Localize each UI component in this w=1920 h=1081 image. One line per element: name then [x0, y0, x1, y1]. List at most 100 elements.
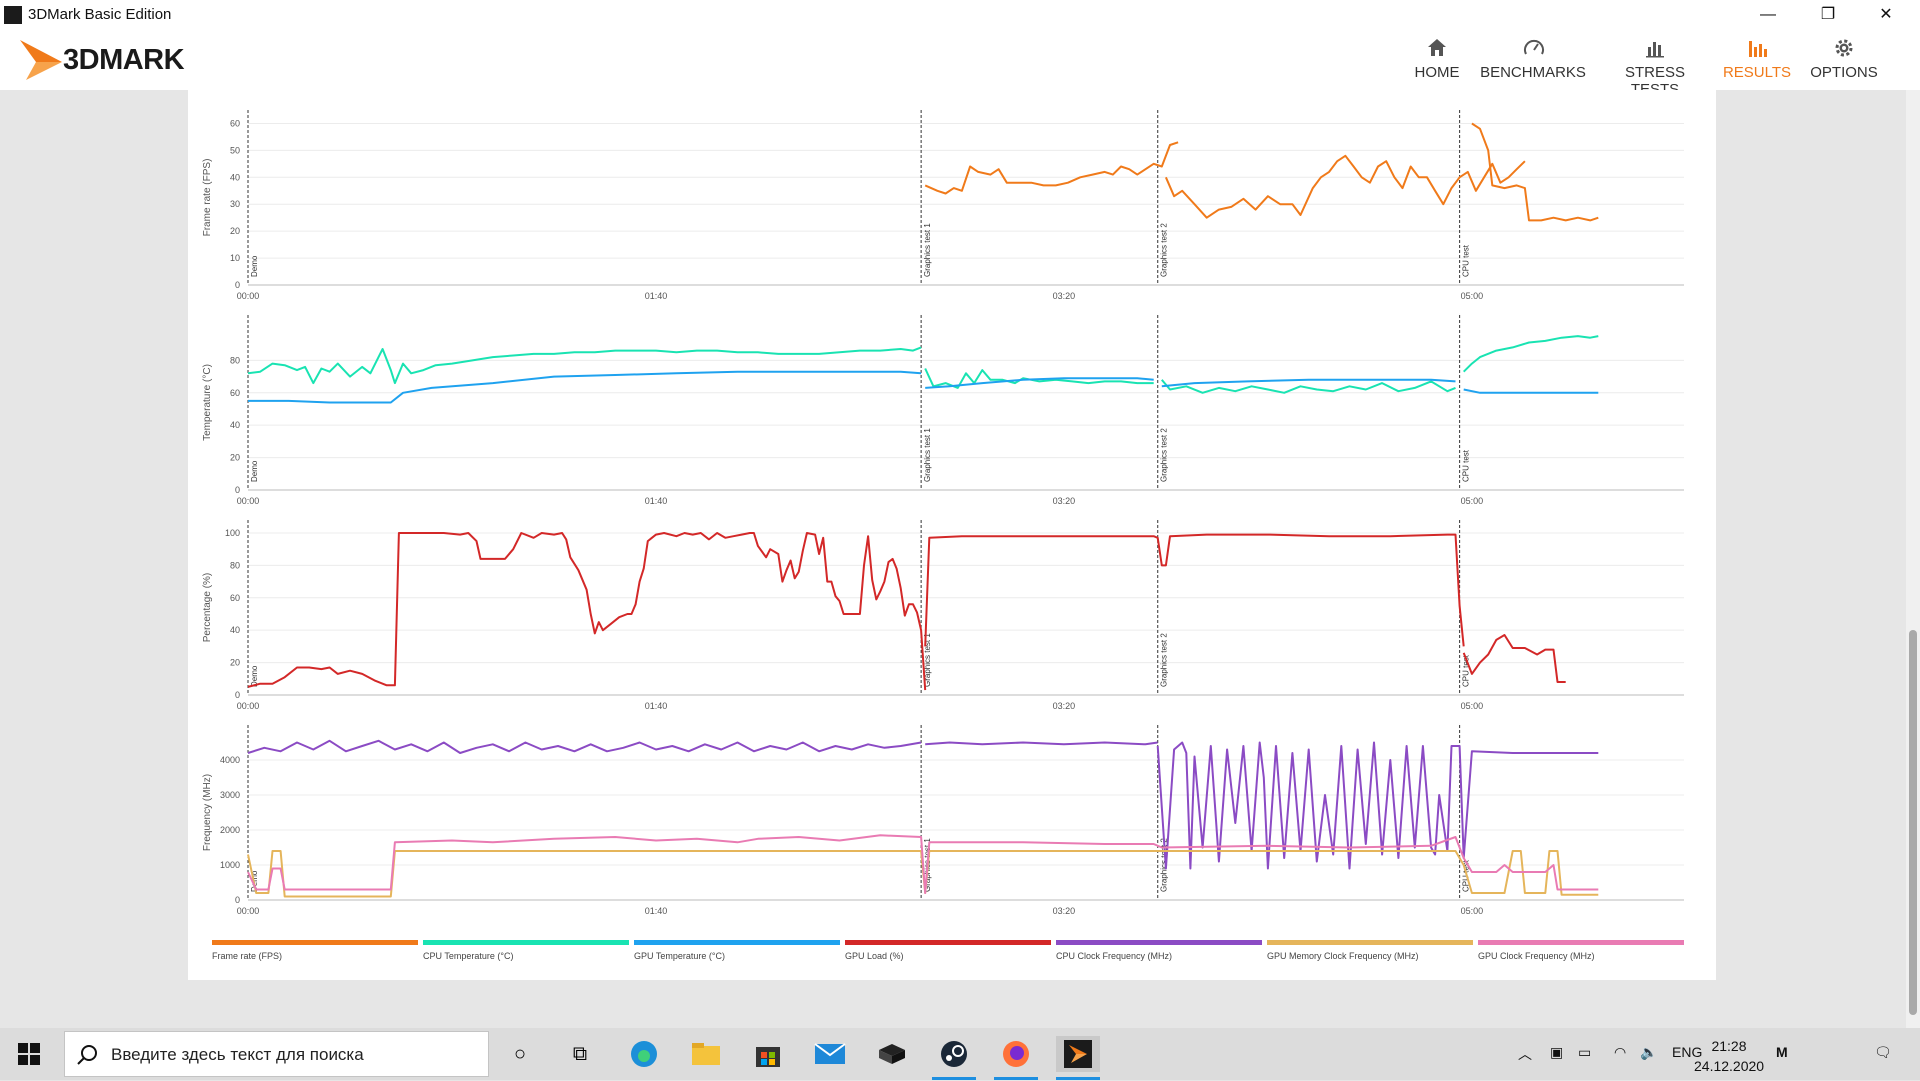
legend-label: CPU Temperature (°C) [423, 951, 514, 961]
series-line [247, 532, 927, 691]
y-tick-label: 20 [230, 453, 240, 463]
series-line [1462, 335, 1599, 373]
legend-label: CPU Clock Frequency (MHz) [1056, 951, 1173, 961]
test-marker-label: Demo [250, 460, 259, 482]
legend-swatch [1478, 940, 1684, 945]
search-placeholder: Введите здесь текст для поиска [111, 1045, 364, 1064]
meet-now-icon[interactable]: ▣ [1550, 1044, 1564, 1060]
y-tick-label: 30 [230, 199, 240, 209]
y-axis-label: Percentage (%) [202, 573, 213, 642]
series-line [1164, 154, 1526, 219]
y-tick-label: 0 [235, 485, 240, 495]
nav-results[interactable]: RESULTS [1722, 34, 1792, 86]
app-header: 3DMARK HOME BENCHMARKS STRESS TESTS RESU… [0, 30, 1920, 98]
legend-swatch [423, 940, 629, 945]
series-line [1462, 634, 1566, 683]
series-line [247, 346, 922, 385]
cortana-icon[interactable]: ○ [513, 1043, 527, 1065]
task-view-icon[interactable]: ⧉ [572, 1043, 588, 1065]
page-scrollbar[interactable] [1906, 90, 1920, 1028]
wifi-icon[interactable]: ◠ [1614, 1044, 1627, 1060]
nav-results-label: RESULTS [1722, 64, 1792, 81]
y-tick-label: 20 [230, 658, 240, 668]
store-icon[interactable] [746, 1036, 790, 1072]
x-tick-label: 05:00 [1461, 906, 1484, 916]
y-tick-label: 40 [230, 625, 240, 635]
nav-options-label: OPTIONS [1810, 64, 1878, 81]
taskbar-clock[interactable]: 21:28 24.12.2020 [1694, 1036, 1764, 1076]
windows-start-icon[interactable] [18, 1043, 40, 1065]
window-title: 3DMark Basic Edition [28, 6, 172, 23]
gear-icon [1835, 39, 1853, 57]
y-axis-label: Frame rate (FPS) [202, 159, 213, 237]
test-marker-label: Graphics test 2 [1160, 223, 1169, 277]
legend-label: GPU Temperature (°C) [634, 951, 725, 961]
y-tick-label: 3000 [220, 790, 240, 800]
nav-home-label: HOME [1414, 64, 1460, 81]
nav-benchmarks[interactable]: BENCHMARKS [1480, 34, 1586, 86]
y-tick-label: 80 [230, 355, 240, 365]
3dmark-taskbar-icon[interactable] [1056, 1036, 1100, 1080]
test-marker-label: CPU test [1462, 654, 1471, 687]
3dmark-logo-icon [20, 40, 62, 80]
y-tick-label: 60 [230, 593, 240, 603]
test-marker-label: Graphics test 2 [1160, 633, 1169, 687]
x-tick-label: 01:40 [645, 906, 668, 916]
minimize-button[interactable]: — [1760, 6, 1776, 23]
x-tick-label: 03:20 [1053, 496, 1076, 506]
chevron-up-icon[interactable]: ︿ [1518, 1046, 1532, 1062]
scrollbar-thumb[interactable] [1909, 630, 1917, 1015]
chart-legend: Frame rate (FPS) CPU Temperature (°C) GPU … [212, 940, 1692, 970]
box-icon[interactable] [870, 1036, 914, 1072]
x-tick-label: 05:00 [1461, 496, 1484, 506]
series-line [925, 741, 1158, 746]
edge-icon[interactable] [622, 1036, 666, 1072]
series-line [1463, 388, 1599, 394]
3dmark-logo[interactable]: 3DMARK [18, 34, 228, 84]
input-language[interactable]: ENG [1672, 1044, 1703, 1060]
app-tray-icon[interactable]: M [1776, 1044, 1788, 1060]
test-marker-label: Demo [250, 665, 259, 687]
y-tick-label: 40 [230, 172, 240, 182]
series-line [924, 533, 1465, 647]
y-tick-label: 50 [230, 145, 240, 155]
nav-stress-tests[interactable]: STRESS TESTS [1602, 34, 1708, 98]
y-tick-label: 2000 [220, 825, 240, 835]
x-tick-label: 00:00 [237, 701, 260, 711]
legend-item: GPU Temperature (°C) [634, 940, 840, 961]
series-line [1156, 741, 1599, 870]
test-marker-label: Graphics test 1 [923, 428, 932, 482]
y-tick-label: 100 [225, 528, 240, 538]
clock-date: 24.12.2020 [1694, 1058, 1765, 1074]
restore-button[interactable]: ❐ [1820, 6, 1836, 23]
nav-home[interactable]: HOME [1400, 34, 1474, 86]
x-tick-label: 00:00 [237, 291, 260, 301]
close-button[interactable]: ✕ [1879, 6, 1893, 23]
legend-item: CPU Clock Frequency (MHz) [1056, 940, 1262, 961]
y-tick-label: 80 [230, 560, 240, 570]
steam-icon[interactable] [932, 1036, 976, 1080]
y-tick-label: 40 [230, 420, 240, 430]
legend-item: GPU Memory Clock Frequency (MHz) [1267, 940, 1473, 961]
y-tick-label: 60 [230, 118, 240, 128]
series-line [247, 739, 922, 754]
taskbar-search[interactable]: Введите здесь текст для поиска [64, 1031, 489, 1077]
notifications-icon[interactable]: 🗨 [1874, 1044, 1892, 1060]
battery-icon[interactable]: ▭ [1578, 1044, 1592, 1060]
nav-options[interactable]: OPTIONS [1806, 34, 1882, 86]
legend-swatch [634, 940, 840, 945]
y-tick-label: 0 [235, 895, 240, 905]
y-tick-label: 4000 [220, 755, 240, 765]
series-line [1471, 122, 1599, 222]
mail-icon[interactable] [808, 1036, 852, 1072]
x-tick-label: 01:40 [645, 496, 668, 506]
nav-benchmarks-label: BENCHMARKS [1480, 64, 1586, 81]
file-explorer-icon[interactable] [684, 1036, 728, 1072]
x-tick-label: 05:00 [1461, 291, 1484, 301]
legend-item: CPU Temperature (°C) [423, 940, 629, 961]
y-tick-label: 60 [230, 388, 240, 398]
firefox-icon[interactable] [994, 1036, 1038, 1080]
volume-icon[interactable]: 🔈 [1640, 1044, 1658, 1060]
home-icon [1428, 39, 1446, 56]
legend-label: GPU Load (%) [845, 951, 904, 961]
